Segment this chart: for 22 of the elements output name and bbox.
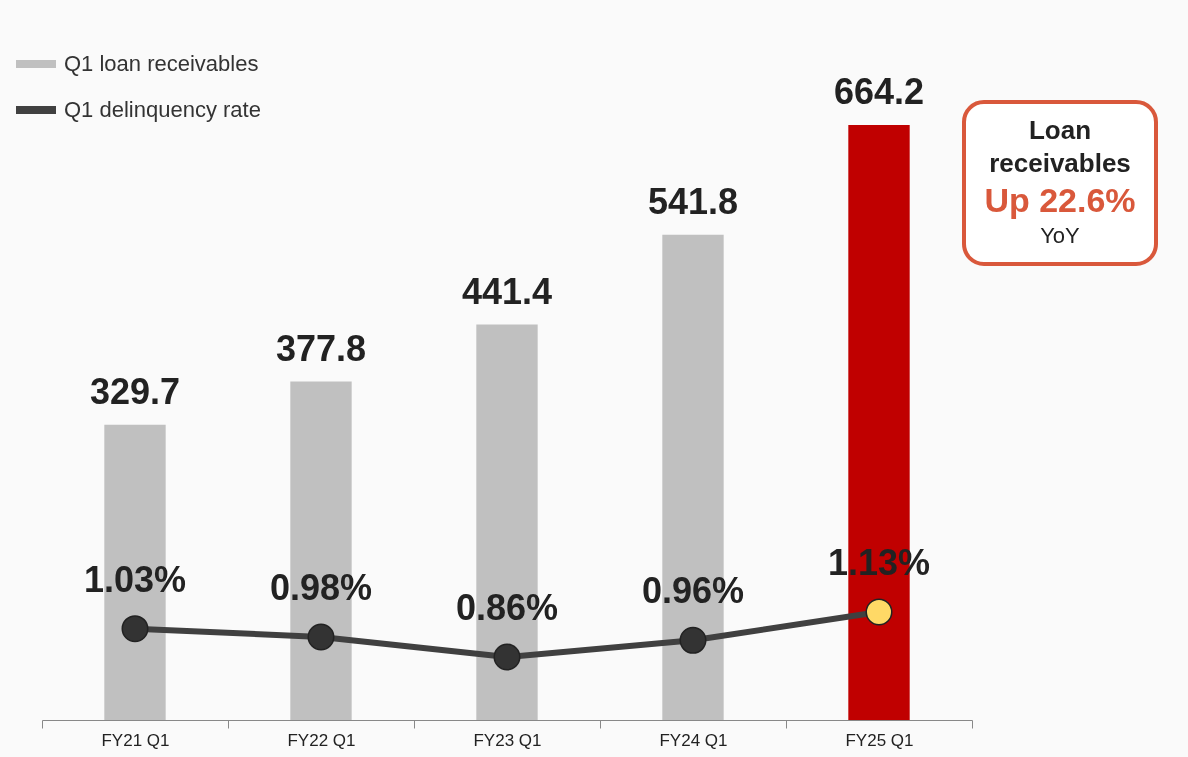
point [493,643,521,671]
legend-label: Q1 loan receivables [64,51,259,76]
data-label: 664.2 [833,71,925,112]
point [679,626,707,654]
speech-bubble: Loan receivables Up 22.6% YoY [962,100,1158,266]
x-tick-label: FY23 Q1 [473,730,542,750]
data-label: 0.98% [269,567,373,608]
legend-label: Q1 delinquency rate [64,97,261,122]
x-tick-label: FY22 Q1 [287,730,356,750]
data-label: 1.03% [83,558,187,600]
data-label: 0.86% [455,587,559,628]
point [121,615,149,643]
point [307,623,335,651]
x-tick-label: FY25 Q1 [845,730,914,750]
data-label: 0.96% [641,570,745,612]
x-tick-label: FY24 Q1 [659,730,728,750]
data-label: 377.8 [275,327,367,369]
data-label: 541.8 [647,180,739,222]
x-tick-label: FY21 Q1 [101,730,170,750]
data-label: 329.7 [89,370,181,412]
point [865,598,893,626]
data-label: 441.4 [461,270,553,312]
